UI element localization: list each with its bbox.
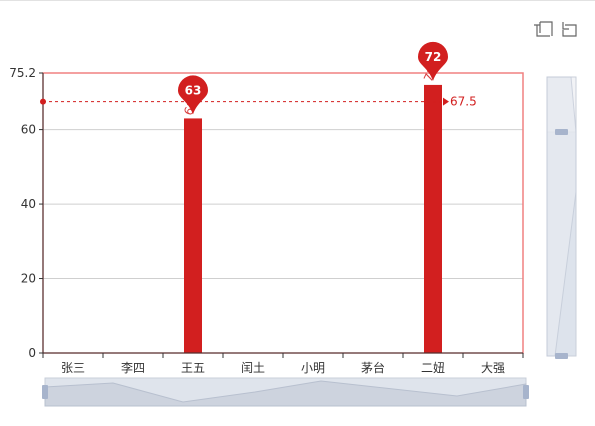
mark-point-label: 72 [425, 50, 442, 64]
axis-pointer-highlight [42, 72, 524, 354]
y-tick-label: 20 [21, 272, 36, 286]
x-tick-label: 李四 [121, 360, 145, 375]
mark-line-arrow [443, 97, 449, 106]
y-tick-label: 40 [21, 197, 36, 211]
mark-point-pin[interactable] [418, 41, 448, 81]
x-tick-label: 小明 [301, 361, 325, 375]
data-zoom-icon-path [534, 21, 553, 37]
y-zoom-handle-top[interactable] [555, 129, 568, 135]
zoom-reset-icon[interactable] [562, 22, 577, 37]
x-datazoom-slider[interactable] [42, 377, 529, 407]
mark-point-pin[interactable] [178, 75, 208, 115]
x-tick-label: 茅台 [361, 360, 385, 375]
plot-highlight-border [42, 72, 524, 354]
mark-point-label: 63 [185, 83, 202, 97]
mark-points: 63637272 [178, 41, 448, 118]
bar-二妞[interactable] [424, 84, 442, 354]
y-zoom-handle-bottom[interactable] [555, 353, 568, 359]
x-tick-label: 大强 [481, 361, 505, 375]
grid-lines [43, 129, 523, 280]
x-tick-label: 王五 [181, 361, 205, 375]
x-tick-label: 二妞 [421, 361, 445, 375]
data-zoom-icon[interactable] [534, 21, 553, 37]
y-tick-label: 75.2 [9, 66, 36, 80]
bar-series [184, 84, 442, 354]
bar-王五[interactable] [184, 118, 202, 353]
x-zoom-data-shadow [44, 380, 527, 407]
axes: 0 20 40 60 75.2 张三 李四 王五 闰土 小明 茅台 二妞 大强 [9, 66, 524, 375]
toolbox [534, 21, 577, 37]
y-tick-label: 60 [21, 123, 36, 137]
average-mark-line: 67.5 [40, 95, 477, 109]
x-tick-label: 闰土 [241, 361, 265, 375]
mark-line-label: 67.5 [450, 95, 477, 109]
x-zoom-handle-left[interactable] [42, 385, 48, 399]
x-zoom-handle-right[interactable] [523, 385, 529, 399]
y-datazoom-slider[interactable] [546, 76, 577, 359]
x-tick-label: 张三 [61, 361, 85, 375]
zoom-reset-icon-path [562, 22, 577, 37]
y-tick-label: 0 [28, 346, 36, 360]
y-zoom-data-shadow [546, 76, 577, 357]
